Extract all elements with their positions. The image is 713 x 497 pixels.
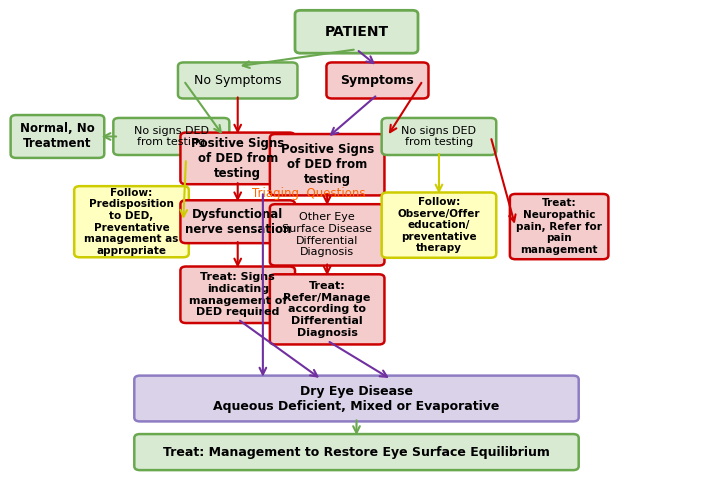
Text: Normal, No
Treatment: Normal, No Treatment: [20, 122, 95, 151]
Text: Treat: Signs
indicating
management of
DED required: Treat: Signs indicating management of DE…: [188, 272, 287, 317]
FancyBboxPatch shape: [295, 10, 418, 53]
FancyBboxPatch shape: [180, 266, 295, 323]
FancyBboxPatch shape: [74, 186, 189, 257]
FancyBboxPatch shape: [381, 118, 496, 155]
FancyBboxPatch shape: [381, 192, 496, 258]
FancyBboxPatch shape: [270, 204, 384, 265]
Text: Follow:
Observe/Offer
education/
preventative
therapy: Follow: Observe/Offer education/ prevent…: [398, 197, 480, 253]
Text: Treat:
Refer/Manage
according to
Differential
Diagnosis: Treat: Refer/Manage according to Differe…: [284, 281, 371, 337]
Text: PATIENT: PATIENT: [324, 25, 389, 39]
FancyBboxPatch shape: [270, 134, 384, 195]
FancyBboxPatch shape: [327, 63, 429, 98]
Text: Triaging  Questions: Triaging Questions: [252, 187, 366, 200]
Text: No signs DED
from testing: No signs DED from testing: [134, 126, 209, 147]
Text: Dry Eye Disease
Aqueous Deficient, Mixed or Evaporative: Dry Eye Disease Aqueous Deficient, Mixed…: [213, 385, 500, 413]
Text: Treat:
Neuropathic
pain, Refer for
pain
management: Treat: Neuropathic pain, Refer for pain …: [516, 198, 602, 255]
FancyBboxPatch shape: [180, 200, 295, 243]
FancyBboxPatch shape: [11, 115, 104, 158]
Text: Other Eye
Surface Disease
Differential
Diagnosis: Other Eye Surface Disease Differential D…: [282, 212, 372, 257]
FancyBboxPatch shape: [113, 118, 230, 155]
Text: Positive Signs
of DED from
testing: Positive Signs of DED from testing: [191, 137, 284, 180]
Text: Follow:
Predisposition
to DED,
Preventative
management as
appropriate: Follow: Predisposition to DED, Preventat…: [84, 188, 179, 256]
FancyBboxPatch shape: [178, 63, 297, 98]
FancyBboxPatch shape: [134, 434, 579, 470]
Text: Symptoms: Symptoms: [341, 74, 414, 87]
Text: No signs DED
from testing: No signs DED from testing: [401, 126, 476, 147]
FancyBboxPatch shape: [270, 274, 384, 344]
Text: Positive Signs
of DED from
testing: Positive Signs of DED from testing: [280, 143, 374, 186]
FancyBboxPatch shape: [180, 133, 295, 184]
Text: No Symptoms: No Symptoms: [194, 74, 282, 87]
FancyBboxPatch shape: [134, 376, 579, 421]
FancyBboxPatch shape: [510, 194, 608, 259]
Text: Treat: Management to Restore Eye Surface Equilibrium: Treat: Management to Restore Eye Surface…: [163, 446, 550, 459]
Text: Dysfunctional
nerve sensation: Dysfunctional nerve sensation: [185, 208, 291, 236]
